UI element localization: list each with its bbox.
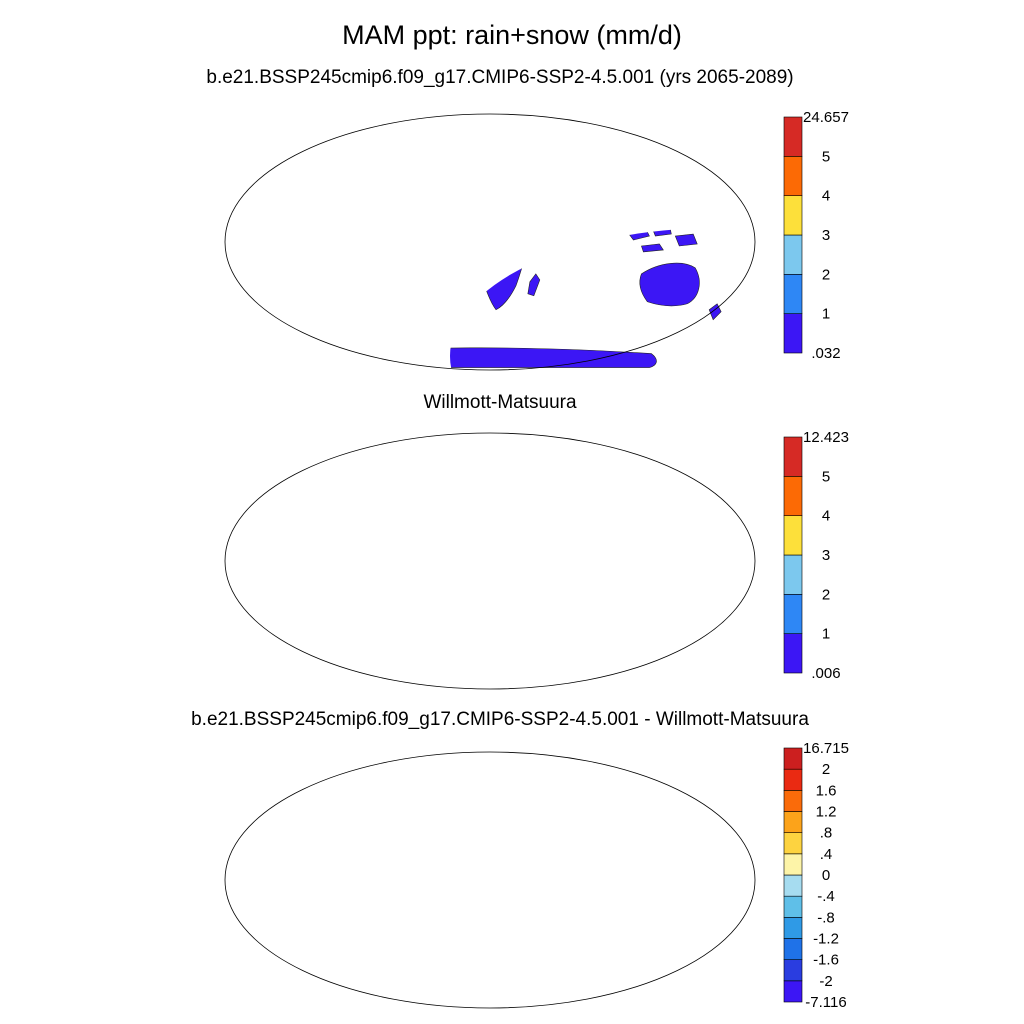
colorbar-swatch [783, 274, 803, 314]
colorbar-swatch [783, 515, 803, 556]
colorbar-label: 24.657 [803, 109, 849, 126]
ocean-background [225, 114, 755, 370]
colorbar-label: 3 [822, 227, 830, 244]
colorbar-swatch [783, 980, 803, 1003]
colorbar-label: -1.6 [813, 952, 839, 969]
map-outline [224, 751, 756, 1009]
colorbar-label: 3 [822, 547, 830, 564]
map-outline [224, 432, 756, 690]
map-panel-obs [224, 432, 756, 690]
colorbar-label: .032 [811, 345, 840, 362]
colorbar-swatch [783, 234, 803, 275]
colorbar-label: -.4 [817, 888, 835, 905]
colorbar-label: 5 [822, 148, 830, 165]
colorbar-obs: .006 1 2 3 4 5 12.423 [783, 429, 849, 682]
map-outline [224, 113, 756, 371]
colorbar-label: .4 [820, 846, 833, 863]
colorbar-swatch [783, 895, 803, 918]
colorbar-label: 2 [822, 266, 830, 283]
colorbar-label: 4 [822, 188, 830, 205]
colorbar-model: .032 1 2 3 4 5 24.657 [783, 109, 849, 362]
colorbar-label: 1 [822, 306, 830, 323]
colorbar-swatch [783, 313, 803, 354]
colorbar-swatch [783, 811, 803, 833]
colorbar-label: 12.423 [803, 429, 849, 446]
colorbar-swatch [783, 554, 803, 595]
colorbar-label: 16.715 [803, 740, 849, 757]
colorbar-label: 2 [822, 586, 830, 603]
colorbar-swatch [783, 436, 803, 477]
colorbar-swatch [783, 938, 803, 960]
colorbar-swatch [783, 874, 803, 897]
colorbar-swatch [783, 156, 803, 196]
colorbar-swatch [783, 832, 803, 855]
colorbar-swatch [783, 768, 803, 791]
map-panel-model [224, 113, 756, 371]
colorbar-label: 1.2 [816, 804, 837, 821]
colorbar-label: 4 [822, 508, 830, 525]
colorbar-swatch [783, 917, 803, 939]
colorbar-swatch [783, 633, 803, 674]
colorbar-label: 2 [822, 761, 830, 778]
colorbar-diff: -7.116 -2 -1.6 -1.2 -.8 -.4 0 .4 .8 1.2 1.6 2 16.715 [783, 740, 849, 1011]
colorbar-swatch [783, 790, 803, 812]
colorbar-swatch [783, 195, 803, 236]
colorbar-swatch [783, 959, 803, 982]
colorbar-swatch [783, 594, 803, 634]
colorbar-label: 5 [822, 468, 830, 485]
panel-title-model: b.e21.BSSP245cmip6.f09_g17.CMIP6-SSP2-4.… [206, 67, 794, 88]
ocean-background [225, 433, 755, 689]
colorbar-label: -1.2 [813, 931, 839, 948]
colorbar-label: .8 [820, 825, 833, 842]
colorbar-label: 1 [822, 626, 830, 643]
colorbar-swatch [783, 853, 803, 876]
panel-title-obs: Willmott-Matsuura [423, 392, 577, 413]
colorbar-label: 1.6 [816, 782, 837, 799]
colorbar-label: -2 [819, 973, 832, 990]
ocean-background [225, 752, 755, 1008]
map-panel-diff [224, 751, 756, 1009]
panel-title-diff: b.e21.BSSP245cmip6.f09_g17.CMIP6-SSP2-4.… [191, 709, 809, 730]
colorbar-swatch [783, 747, 803, 770]
colorbar-label: .006 [811, 665, 840, 682]
colorbar-swatch [783, 116, 803, 157]
colorbar-label: 0 [822, 867, 830, 884]
colorbar-label: -7.116 [805, 994, 846, 1011]
colorbar-swatch [783, 476, 803, 516]
colorbar-label: -.8 [817, 909, 835, 926]
figure-title: MAM ppt: rain+snow (mm/d) [342, 20, 682, 50]
